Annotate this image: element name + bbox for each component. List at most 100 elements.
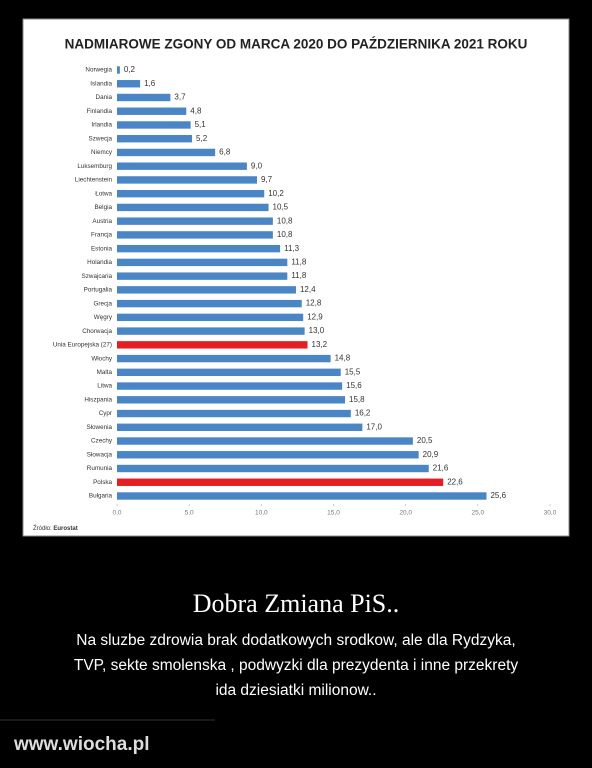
value-label: 20,5 xyxy=(417,436,433,445)
bar xyxy=(117,272,288,280)
value-label: 16,2 xyxy=(355,409,371,418)
bar xyxy=(117,217,273,225)
source-name: Eurostat xyxy=(53,526,77,532)
bar xyxy=(117,478,444,486)
y-tick-label: Słowenia xyxy=(86,424,112,431)
value-label: 0,2 xyxy=(124,65,136,74)
bar xyxy=(117,258,288,267)
y-tick-label: Niemcy xyxy=(91,149,113,156)
y-tick-label: Irlandia xyxy=(91,122,112,129)
value-label: 13,0 xyxy=(309,326,325,335)
bar xyxy=(117,396,346,404)
source: Źródło: Eurostat xyxy=(33,525,78,532)
bar xyxy=(117,121,191,129)
value-label: 10,2 xyxy=(268,189,284,198)
value-label: 21,6 xyxy=(433,464,449,473)
value-label: 11,8 xyxy=(291,271,307,280)
y-tick-label: Łotwa xyxy=(95,190,112,197)
y-tick-label: Litwa xyxy=(97,383,112,390)
y-tick-label: Polska xyxy=(93,479,112,486)
caption-line: ida dziesiatki milionow.. xyxy=(215,682,376,699)
value-label: 14,8 xyxy=(335,354,351,363)
y-tick-label: Belgia xyxy=(94,204,112,211)
y-tick-label: Bułgaria xyxy=(89,493,113,500)
bar xyxy=(117,176,258,184)
y-tick-label: Słowacja xyxy=(87,451,113,458)
y-tick-label: Austria xyxy=(92,218,112,225)
y-tick-label: Luksemburg xyxy=(77,163,112,170)
value-label: 10,8 xyxy=(277,230,293,239)
bar xyxy=(117,162,247,170)
bar xyxy=(117,409,351,418)
value-label: 15,5 xyxy=(345,367,361,376)
source-label: Źródło: xyxy=(33,525,52,532)
y-tick-label: Finlandia xyxy=(86,108,112,115)
value-label: 4,8 xyxy=(190,106,202,115)
bar xyxy=(117,368,341,377)
bar xyxy=(117,80,141,88)
y-tick-label: Czechy xyxy=(91,438,113,445)
x-tick-label: 20,0 xyxy=(399,510,412,517)
bar xyxy=(117,93,171,102)
value-label: 3,7 xyxy=(174,93,186,102)
value-label: 15,8 xyxy=(349,395,365,404)
value-label: 11,8 xyxy=(291,257,307,266)
bar xyxy=(117,189,265,198)
y-tick-label: Liechtenstein xyxy=(75,177,113,184)
x-tick-label: 30,0 xyxy=(544,510,557,517)
y-tick-label: Dania xyxy=(96,94,113,101)
caption-title: Dobra Zmiana PiS.. xyxy=(193,589,400,618)
x-tick-label: 0,0 xyxy=(112,510,121,517)
value-label: 12,9 xyxy=(307,312,323,321)
y-tick-label: Rumunia xyxy=(87,465,113,472)
bar xyxy=(117,464,429,473)
bar xyxy=(117,423,363,431)
value-label: 13,2 xyxy=(312,340,328,349)
bar xyxy=(117,135,193,143)
y-tick-label: Portugalia xyxy=(84,287,113,294)
y-tick-label: Malta xyxy=(97,369,113,376)
y-tick-label: Chorwacja xyxy=(82,328,112,335)
bar xyxy=(117,492,487,500)
bar xyxy=(117,313,304,322)
bar xyxy=(117,286,296,294)
value-label: 6,8 xyxy=(219,148,231,157)
bar xyxy=(117,354,331,363)
value-label: 1,6 xyxy=(144,79,156,88)
y-tick-label: Cypr xyxy=(99,410,112,417)
x-tick-label: 15,0 xyxy=(327,510,340,517)
value-label: 10,5 xyxy=(273,203,289,212)
y-tick-label: Grecja xyxy=(93,300,112,307)
y-tick-label: Węgry xyxy=(94,314,113,321)
x-tick-label: 25,0 xyxy=(472,510,485,517)
bar xyxy=(117,382,343,390)
value-label: 10,8 xyxy=(277,216,293,225)
bar xyxy=(117,231,273,239)
bar xyxy=(117,203,269,212)
value-label: 11,3 xyxy=(284,244,300,253)
y-tick-label: Estonia xyxy=(91,245,113,252)
value-label: 9,7 xyxy=(261,175,273,184)
watermark: www.wiocha.pl xyxy=(13,734,149,755)
value-label: 15,6 xyxy=(346,381,362,390)
y-tick-label: Hiszpania xyxy=(84,396,112,403)
bar xyxy=(117,327,305,335)
value-label: 5,2 xyxy=(196,134,208,143)
y-tick-label: Norwegia xyxy=(85,67,112,74)
y-tick-label: Szwajcaria xyxy=(82,273,113,280)
chart-title: NADMIAROWE ZGONY OD MARCA 2020 DO PAŹDZI… xyxy=(65,37,528,52)
value-label: 12,4 xyxy=(300,285,316,294)
value-label: 12,8 xyxy=(306,299,322,308)
value-label: 22,6 xyxy=(447,477,463,486)
bar xyxy=(117,341,308,349)
value-label: 5,1 xyxy=(195,120,207,129)
bar xyxy=(117,148,216,157)
bar xyxy=(117,66,120,74)
x-tick-label: 5,0 xyxy=(185,510,194,517)
caption-line: Na sluzbe zdrowia brak dodatkowych srodk… xyxy=(76,632,515,649)
y-tick-label: Islandia xyxy=(90,80,112,87)
bar xyxy=(117,107,187,115)
bar xyxy=(117,437,413,445)
y-tick-label: Szwecja xyxy=(89,135,113,142)
